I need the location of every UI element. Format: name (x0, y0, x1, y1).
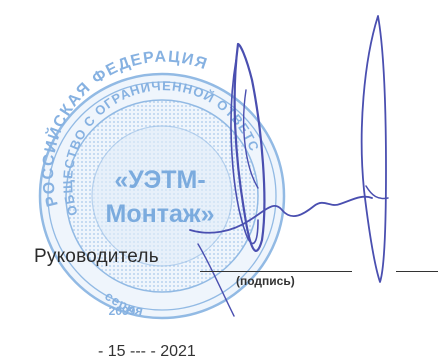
date-line-fragment: - 15 --- - 2021 (98, 343, 196, 360)
stamp-center-line-2: Монтаж» (106, 200, 215, 228)
handwritten-signature (189, 15, 389, 317)
name-line (396, 271, 438, 272)
stamp-center-line-1: «УЭТМ- (114, 166, 205, 194)
signature-line (200, 271, 352, 272)
stamp-year-fragment: 2099 (109, 304, 136, 318)
signature-caption: (подпись) (236, 274, 295, 288)
signatory-role-label: Руководитель (34, 246, 159, 267)
